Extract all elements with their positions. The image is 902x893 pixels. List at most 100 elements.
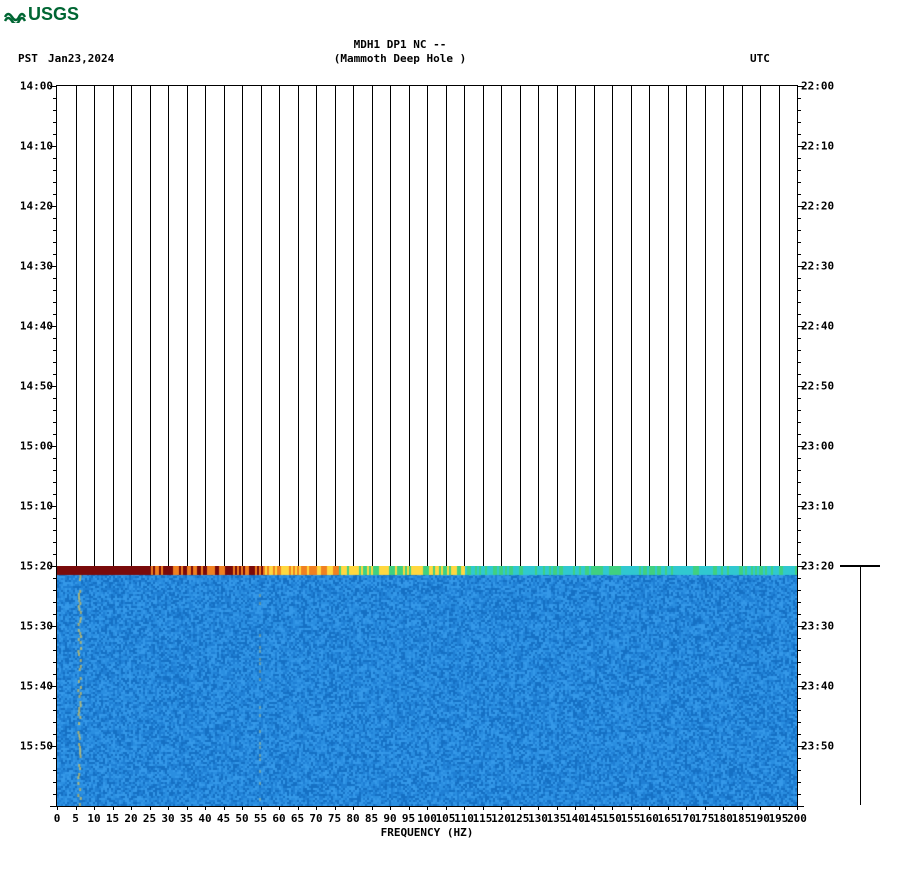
- y-minor-tick-right: [797, 230, 801, 231]
- x-tick: [409, 806, 410, 810]
- y-minor-tick-right: [797, 338, 801, 339]
- y-minor-tick-right: [797, 794, 801, 795]
- x-tick: [335, 806, 336, 810]
- y-minor-tick-left: [53, 302, 57, 303]
- x-tick-label: 150: [602, 812, 622, 825]
- y-minor-tick-right: [797, 518, 801, 519]
- y-minor-tick-right: [797, 674, 801, 675]
- x-tick-label: 90: [383, 812, 396, 825]
- y-minor-tick-right: [797, 398, 801, 399]
- y-minor-tick-right: [797, 770, 801, 771]
- y-minor-tick-left: [53, 98, 57, 99]
- y-major-tick-left: [50, 806, 57, 807]
- x-tick: [131, 806, 132, 810]
- x-tick-label: 130: [528, 812, 548, 825]
- y-minor-tick-left: [53, 218, 57, 219]
- x-tick: [575, 806, 576, 810]
- y-minor-tick-left: [53, 278, 57, 279]
- y-minor-tick-right: [797, 170, 801, 171]
- x-tick-label: 195: [769, 812, 789, 825]
- y-minor-tick-right: [797, 158, 801, 159]
- y-major-tick-right: [797, 806, 804, 807]
- x-gridline: [446, 86, 447, 566]
- y-minor-tick-right: [797, 662, 801, 663]
- x-tick: [150, 806, 151, 810]
- x-gridline: [723, 86, 724, 566]
- logo-text: USGS: [28, 4, 79, 25]
- x-gridline: [575, 86, 576, 566]
- y-minor-tick-left: [53, 338, 57, 339]
- x-gridline: [742, 86, 743, 566]
- y-minor-tick-right: [797, 278, 801, 279]
- x-tick: [261, 806, 262, 810]
- y-minor-tick-right: [797, 98, 801, 99]
- y-minor-tick-left: [53, 710, 57, 711]
- x-tick: [298, 806, 299, 810]
- y-minor-tick-left: [53, 530, 57, 531]
- y-minor-tick-left: [53, 422, 57, 423]
- y-minor-tick-right: [797, 782, 801, 783]
- x-tick-label: 165: [658, 812, 678, 825]
- x-tick-label: 105: [436, 812, 456, 825]
- y-minor-tick-left: [53, 134, 57, 135]
- y-minor-tick-left: [53, 122, 57, 123]
- x-gridline: [705, 86, 706, 566]
- x-tick: [483, 806, 484, 810]
- x-tick-label: 125: [510, 812, 530, 825]
- x-tick-label: 85: [365, 812, 378, 825]
- x-gridline: [668, 86, 669, 566]
- y-minor-tick-right: [797, 698, 801, 699]
- y-minor-tick-left: [53, 590, 57, 591]
- x-gridline: [150, 86, 151, 566]
- y-tick-label-right: 22:10: [801, 140, 834, 153]
- y-minor-tick-right: [797, 470, 801, 471]
- x-tick-label: 180: [713, 812, 733, 825]
- x-gridline: [335, 86, 336, 566]
- x-tick-label: 140: [565, 812, 585, 825]
- x-gridline: [779, 86, 780, 566]
- x-tick-label: 200: [787, 812, 807, 825]
- x-gridline: [557, 86, 558, 566]
- x-tick: [224, 806, 225, 810]
- y-minor-tick-left: [53, 470, 57, 471]
- y-minor-tick-right: [797, 650, 801, 651]
- x-tick: [372, 806, 373, 810]
- x-gridline: [94, 86, 95, 566]
- x-tick: [187, 806, 188, 810]
- x-gridline: [279, 86, 280, 566]
- x-gridline: [464, 86, 465, 566]
- x-tick: [316, 806, 317, 810]
- y-minor-tick-right: [797, 374, 801, 375]
- y-minor-tick-left: [53, 254, 57, 255]
- date-label: Jan23,2024: [48, 52, 114, 65]
- y-minor-tick-left: [53, 698, 57, 699]
- y-minor-tick-left: [53, 734, 57, 735]
- x-gridline: [612, 86, 613, 566]
- y-minor-tick-left: [53, 170, 57, 171]
- y-minor-tick-left: [53, 398, 57, 399]
- y-minor-tick-right: [797, 110, 801, 111]
- x-gridline: [631, 86, 632, 566]
- timezone-left: PST: [18, 52, 38, 65]
- x-tick-label: 25: [143, 812, 156, 825]
- y-tick-label-right: 22:00: [801, 80, 834, 93]
- y-minor-tick-left: [53, 602, 57, 603]
- y-tick-label-left: 15:40: [20, 680, 53, 693]
- x-tick-label: 120: [491, 812, 511, 825]
- x-tick: [760, 806, 761, 810]
- x-tick-label: 75: [328, 812, 341, 825]
- x-gridline: [353, 86, 354, 566]
- y-tick-label-left: 15:00: [20, 440, 53, 453]
- y-tick-label-right: 23:40: [801, 680, 834, 693]
- x-tick: [779, 806, 780, 810]
- x-gridline: [594, 86, 595, 566]
- x-tick: [520, 806, 521, 810]
- x-gridline: [168, 86, 169, 566]
- x-tick: [649, 806, 650, 810]
- y-minor-tick-right: [797, 590, 801, 591]
- y-minor-tick-left: [53, 554, 57, 555]
- x-tick: [242, 806, 243, 810]
- y-minor-tick-right: [797, 422, 801, 423]
- y-minor-tick-right: [797, 362, 801, 363]
- x-gridline: [113, 86, 114, 566]
